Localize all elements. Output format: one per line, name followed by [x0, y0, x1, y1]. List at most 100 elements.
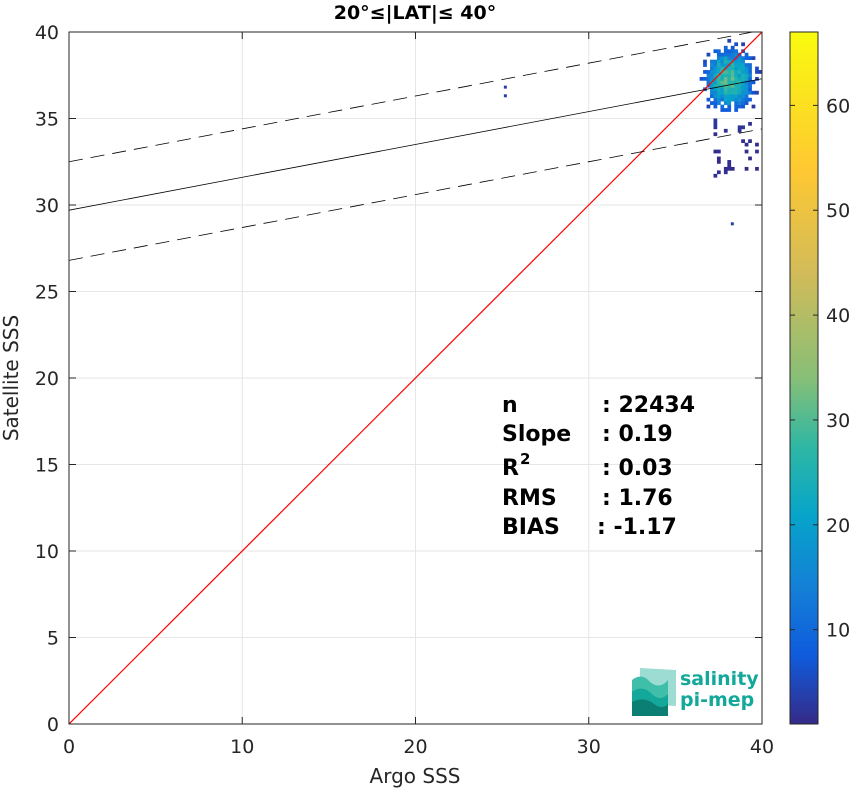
density-cell [716, 170, 721, 175]
density-cell [741, 101, 745, 105]
density-cell [720, 56, 725, 60]
density-cell [716, 70, 721, 74]
density-cell [716, 156, 721, 161]
density-cell [737, 59, 742, 64]
density-cell [748, 97, 752, 102]
stat-r2-value: : 0.03 [602, 456, 673, 481]
density-cell [737, 87, 742, 92]
density-cell [713, 80, 718, 85]
density-cell [748, 121, 752, 126]
density-cell [741, 66, 745, 71]
density-cell [755, 166, 759, 171]
density-cell [751, 80, 756, 85]
density-cell [741, 83, 745, 88]
density-cell [716, 101, 721, 105]
density-cell [755, 90, 759, 95]
y-tick-label: 20 [35, 368, 59, 390]
density-cell [744, 101, 749, 105]
density-cell [748, 156, 752, 161]
density-cell [741, 56, 745, 60]
density-cell [748, 87, 752, 92]
density-cell [730, 83, 735, 88]
stat-bias-value: : -1.17 [597, 515, 677, 540]
density-cell [730, 56, 735, 60]
density-cell [744, 66, 749, 71]
salinity-pi-mep-logo: salinity pi-mep [632, 668, 759, 716]
density-cell [741, 73, 745, 78]
density-cell [744, 94, 749, 99]
density-cell [734, 101, 739, 105]
density-cell [706, 97, 711, 102]
density-cell [723, 101, 728, 105]
density-cell [744, 87, 749, 92]
colorbar-tick-label: 40 [826, 305, 850, 327]
density-cell [720, 108, 725, 112]
density-cell [727, 52, 732, 57]
density-cell [744, 70, 749, 74]
stats-box: n : 22434 Slope : 0.19 R 2 : 0.03 RMS : … [502, 393, 695, 540]
density-cell [713, 104, 718, 109]
density-cell [710, 94, 714, 99]
density-cell [737, 63, 742, 67]
density-cell [706, 80, 711, 85]
density-cell [723, 108, 728, 112]
density-cell [741, 70, 745, 74]
chart-title: 20°≤|LAT|≤ 40° [334, 2, 497, 24]
density-cell [737, 70, 742, 74]
density-cell [734, 94, 739, 99]
density-cell [716, 83, 721, 88]
density-cell [716, 76, 721, 81]
logo-line-1: salinity [680, 668, 759, 690]
density-cell [751, 90, 756, 95]
colorbar-tick-label: 30 [826, 410, 850, 432]
colorbar-tick-label: 20 [826, 515, 850, 537]
density-cell [744, 63, 749, 67]
density-cell [741, 125, 745, 130]
density-cell [730, 63, 735, 67]
density-cell [723, 97, 728, 102]
x-tick-label: 0 [63, 736, 75, 758]
density-cell [723, 49, 728, 54]
waves-icon [632, 668, 676, 716]
density-cell [744, 56, 749, 60]
density-cell [710, 87, 714, 92]
density-cell [703, 70, 707, 74]
density-cell [727, 163, 732, 168]
density-cell [720, 80, 725, 85]
density-cell [748, 70, 752, 74]
density-cell [727, 70, 732, 74]
stat-n-value: : 22434 [602, 393, 695, 418]
density-cell [723, 56, 728, 60]
density-cell [727, 87, 732, 92]
density-cell [727, 73, 732, 78]
density-cell [730, 90, 735, 95]
density-cell [727, 94, 732, 99]
density-cell [748, 63, 752, 67]
density-cell [734, 104, 739, 109]
density-cell [744, 76, 749, 81]
density-cell [737, 128, 742, 133]
density-cell [751, 104, 756, 109]
stat-r2-superscript: 2 [520, 450, 530, 468]
density-cell [713, 132, 718, 137]
stat-rms-value: : 1.76 [602, 486, 673, 511]
density-cell [744, 142, 749, 147]
density-cell [713, 118, 718, 123]
density-cell [716, 56, 721, 60]
colorbar: 10 20 30 40 50 60 [789, 31, 850, 725]
density-cell [720, 59, 725, 64]
density-cell [723, 76, 728, 81]
density-cell [730, 87, 735, 92]
density-cell [720, 87, 725, 92]
density-cell [727, 108, 732, 112]
density-cell [706, 76, 711, 81]
density-cell [710, 59, 714, 64]
density-cell [720, 94, 725, 99]
density-cell [730, 97, 735, 102]
x-tick-label: 40 [750, 736, 774, 758]
density-cell [723, 73, 728, 78]
logo-line-2: pi-mep [680, 689, 754, 711]
density-cell [734, 73, 739, 78]
density-cell [741, 63, 745, 67]
